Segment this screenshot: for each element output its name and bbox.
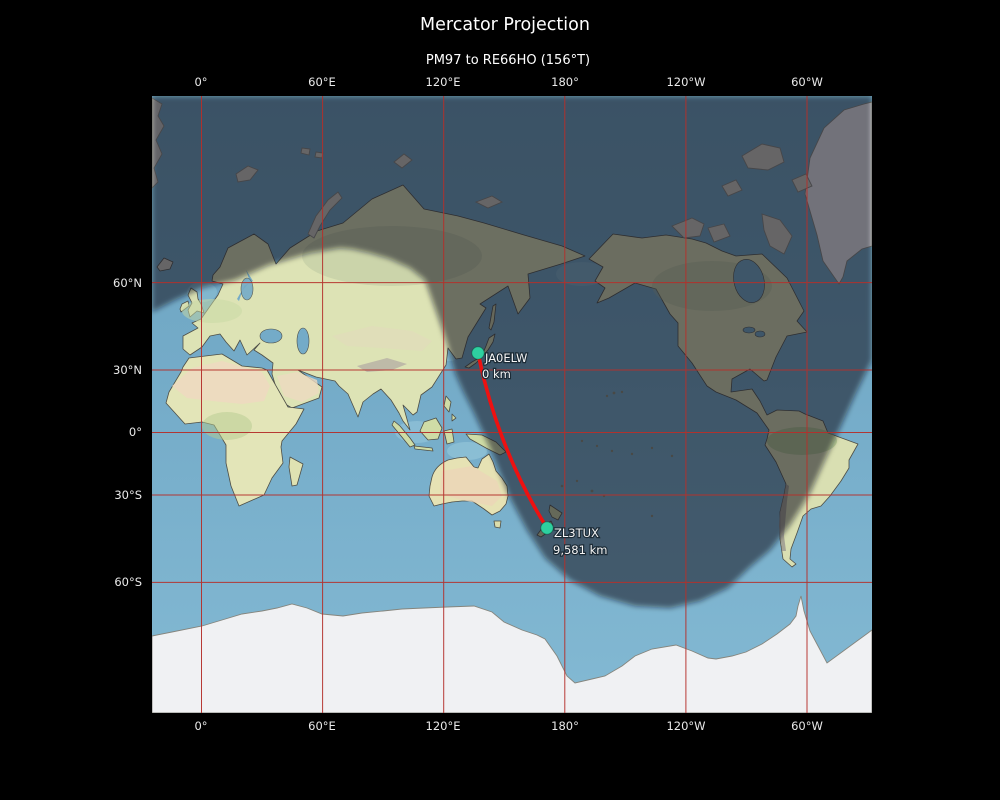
station-dot-ja0elw (471, 346, 485, 360)
tick-left-30s: 30°S (114, 488, 142, 502)
graticule-grid (152, 96, 872, 713)
antarctica (152, 595, 872, 713)
station-distance-ja0elw: 0 km (482, 367, 511, 381)
tick-top-0: 0° (194, 75, 208, 89)
tick-left-60n: 60°N (113, 276, 142, 290)
station-distance-zl3tux: 9,581 km (553, 543, 607, 557)
tick-top-60e: 60°E (308, 75, 336, 89)
tick-bottom-180: 180° (551, 719, 579, 733)
madagascar (288, 456, 304, 487)
station-callsign-ja0elw: JA0ELW (484, 351, 527, 365)
station-dot-zl3tux (540, 521, 554, 535)
great-circle-track (476, 351, 549, 530)
tick-bottom-120e: 120°E (425, 719, 461, 733)
tick-top-60w: 60°W (791, 75, 823, 89)
tick-left-30n: 30°N (113, 363, 142, 377)
tasmania (493, 520, 502, 529)
tick-top-120e: 120°E (425, 75, 461, 89)
mercator-map: JA0ELW 0 km ZL3TUX 9,581 km (152, 96, 872, 713)
station-callsign-zl3tux: ZL3TUX (554, 526, 599, 540)
tick-bottom-0: 0° (194, 719, 208, 733)
night-shade-overlay (152, 96, 872, 608)
tick-left-0: 0° (128, 425, 142, 439)
tick-bottom-60e: 60°E (308, 719, 336, 733)
figure-title: Mercator Projection (420, 15, 590, 35)
tick-top-180: 180° (551, 75, 579, 89)
tick-top-120w: 120°W (666, 75, 706, 89)
figure-subtitle: PM97 to RE66HO (156°T) (425, 53, 591, 68)
tick-left-60s: 60°S (114, 575, 142, 589)
tick-bottom-60w: 60°W (791, 719, 823, 733)
tick-bottom-120w: 120°W (666, 719, 706, 733)
map-canvas: JA0ELW 0 km ZL3TUX 9,581 km (152, 96, 872, 713)
